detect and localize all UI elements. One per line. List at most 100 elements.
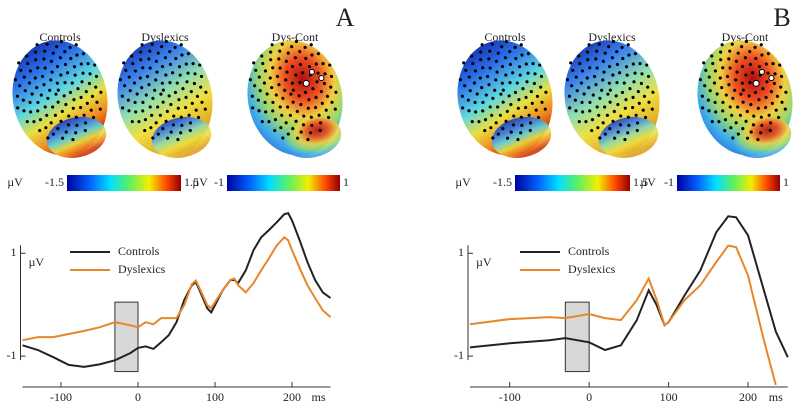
- electrode: [723, 128, 727, 133]
- electrode: [22, 75, 26, 79]
- electrode: [487, 83, 491, 87]
- electrode: [263, 100, 267, 105]
- electrode: [154, 59, 158, 63]
- electrode: [650, 107, 654, 111]
- electrode: [268, 76, 272, 80]
- electrode: [329, 85, 333, 89]
- electrode: [333, 107, 337, 111]
- electrode: [702, 61, 706, 65]
- electrode: [612, 109, 616, 114]
- electrode: [615, 49, 619, 54]
- electrode: [741, 88, 745, 92]
- electrode: [49, 78, 53, 82]
- electrode: [166, 136, 170, 140]
- electrode: [721, 100, 725, 104]
- electrode: [51, 105, 55, 109]
- electrode: [614, 94, 618, 98]
- electrode: [306, 106, 310, 110]
- electrode: [59, 119, 63, 123]
- electrode: [597, 42, 601, 46]
- electrode: [512, 114, 516, 118]
- electrode: [601, 121, 605, 125]
- electrode: [607, 81, 611, 85]
- electrode: [130, 54, 134, 58]
- electrode: [582, 92, 586, 96]
- electrode: [595, 105, 599, 109]
- electrode: [473, 69, 478, 73]
- electrode: [190, 101, 194, 105]
- electrode: [607, 45, 611, 49]
- electrode: [194, 108, 198, 112]
- electrode: [35, 86, 39, 90]
- y-tick-label: -1: [7, 348, 17, 362]
- electrode: [731, 96, 735, 100]
- colorbar-unit: µV: [192, 175, 208, 189]
- electrode: [611, 73, 615, 77]
- electrode: [179, 131, 183, 135]
- electrode: [772, 81, 777, 86]
- electrode: [273, 118, 278, 122]
- electrode: [471, 61, 475, 66]
- electrode: [40, 74, 45, 79]
- colorbar: [515, 175, 630, 191]
- electrode: [496, 51, 500, 55]
- electrode: [262, 81, 267, 85]
- electrode: [728, 105, 732, 109]
- electrode: [503, 56, 508, 60]
- electrode: [277, 57, 281, 61]
- electrode: [36, 100, 40, 104]
- colorbar-tick-label: -1.5: [493, 175, 512, 189]
- electrode: [633, 52, 637, 56]
- electrode: [725, 74, 730, 79]
- electrode: [508, 62, 513, 67]
- electrode: [167, 94, 171, 98]
- electrode: [330, 100, 334, 104]
- electrode: [754, 56, 758, 61]
- electrode: [192, 81, 197, 86]
- electrode: [626, 131, 630, 135]
- electrode: [756, 106, 760, 110]
- electrode: [488, 66, 492, 70]
- electrode: [736, 105, 740, 109]
- x-tick-label: -100: [50, 390, 72, 404]
- map-title: Controls: [484, 30, 526, 44]
- electrode: [749, 130, 753, 134]
- map-title: Dyslexics: [588, 30, 636, 44]
- electrode: [21, 98, 25, 102]
- electrode: [281, 96, 285, 100]
- electrode: [98, 107, 102, 111]
- electrode: [80, 80, 84, 84]
- electrode: [46, 96, 50, 100]
- electrode: [626, 43, 630, 47]
- electrode: [294, 119, 298, 123]
- electrode: [525, 80, 529, 84]
- electrode: [251, 106, 255, 110]
- electrode: [729, 126, 733, 130]
- electrode: [710, 54, 714, 58]
- head-map: [247, 39, 343, 158]
- electrode: [623, 106, 627, 110]
- electrode: [161, 100, 165, 104]
- head-face: [151, 116, 212, 158]
- electrode-highlight: [318, 75, 325, 82]
- electrode: [744, 73, 748, 77]
- electrode: [50, 70, 54, 74]
- electrode: [643, 115, 648, 120]
- electrode: [638, 62, 642, 66]
- y-axis-label: µV: [476, 255, 492, 269]
- electrode: [570, 84, 574, 88]
- electrode: [769, 89, 773, 94]
- colorbar-tick-label: -1: [214, 175, 224, 189]
- electrode: [185, 80, 189, 84]
- electrode: [626, 115, 630, 119]
- electrode: [257, 75, 261, 79]
- electrode: [481, 109, 485, 113]
- electrode-highlight: [302, 79, 310, 87]
- electrode: [169, 130, 173, 134]
- electrode: [597, 113, 601, 117]
- electrode: [567, 94, 571, 98]
- electrode: [303, 45, 307, 49]
- electrode: [252, 61, 256, 65]
- electrode: [515, 81, 519, 85]
- electrode: [514, 56, 518, 61]
